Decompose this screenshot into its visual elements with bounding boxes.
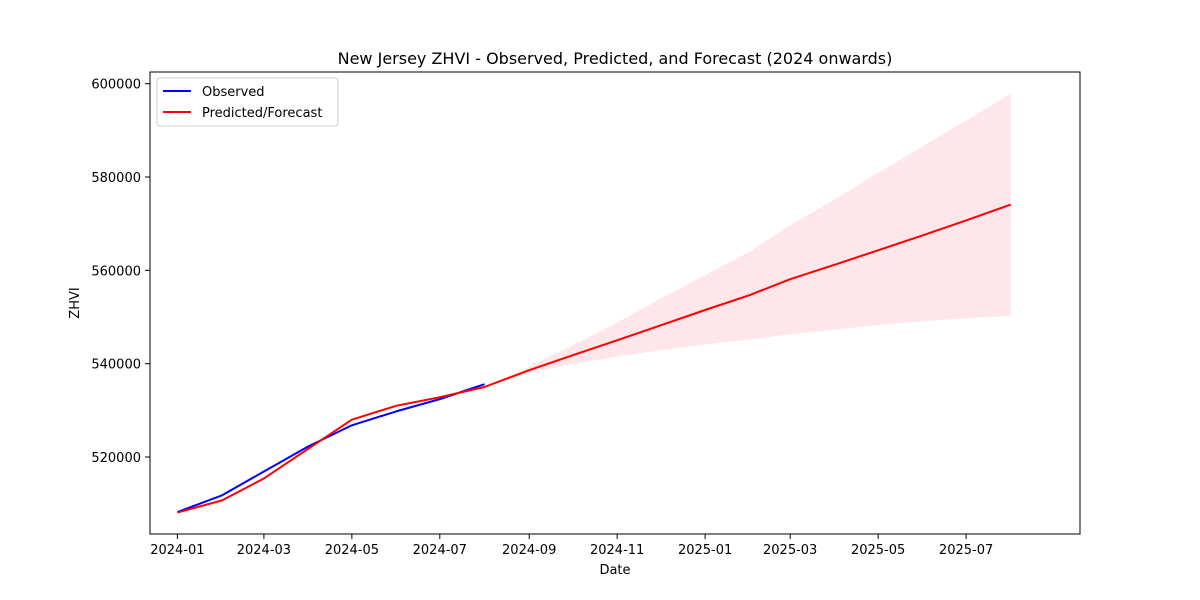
x-axis: 2024-01 2024-03 2024-05 2024-07 2024-09 2024-…	[150, 534, 993, 558]
x-tick-label: 2024-09	[502, 543, 556, 558]
legend: Observed Predicted/Forecast	[156, 77, 339, 127]
y-axis-title: ZHVI	[68, 287, 83, 318]
x-tick-label: 2025-07	[939, 543, 993, 558]
series-line-observed	[177, 383, 485, 514]
x-tick-label: 2025-05	[851, 543, 905, 558]
x-tick-label: 2024-11	[590, 543, 644, 558]
legend-label-predicted-forecast: Predicted/Forecast	[202, 106, 322, 121]
forecast-confidence-band	[484, 93, 1011, 388]
y-axis: 520000 540000 560000 580000 600000	[91, 78, 150, 466]
confidence-band-layer	[484, 93, 1011, 388]
y-tick-label: 600000	[91, 78, 141, 93]
y-tick-label: 540000	[91, 358, 141, 373]
x-tick-label: 2024-07	[413, 543, 467, 558]
legend-label-observed: Observed	[202, 85, 265, 100]
x-tick-label: 2025-03	[763, 543, 817, 558]
x-tick-label: 2024-03	[237, 543, 291, 558]
legend-box	[156, 77, 339, 127]
series-layer	[177, 203, 1012, 514]
y-tick-label: 560000	[91, 264, 141, 279]
plot-area	[149, 71, 1081, 535]
y-tick-label: 520000	[91, 451, 141, 466]
y-tick-label: 580000	[91, 171, 141, 186]
axes-frame	[149, 71, 1081, 535]
x-tick-label: 2024-05	[325, 543, 379, 558]
x-tick-label: 2025-01	[678, 543, 732, 558]
chart-title: New Jersey ZHVI - Observed, Predicted, a…	[338, 49, 893, 68]
x-tick-label: 2024-01	[150, 543, 204, 558]
series-line-predicted-forecast	[177, 203, 1012, 514]
x-axis-title: Date	[599, 563, 630, 578]
